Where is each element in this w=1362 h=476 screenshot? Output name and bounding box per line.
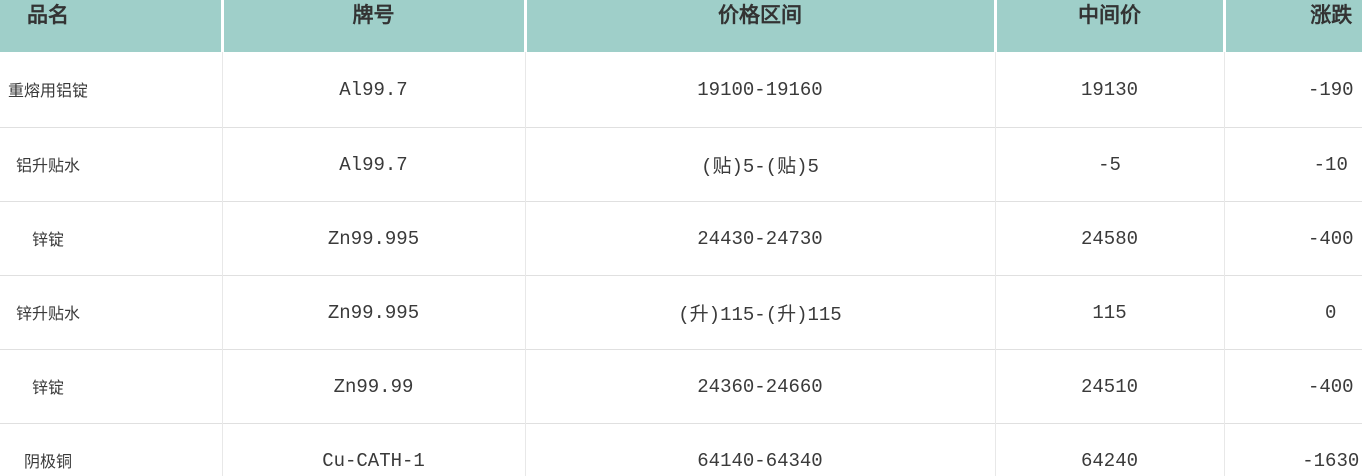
table-row: 锌锭 Zn99.995 24430-24730 24580 -400 bbox=[0, 201, 1362, 276]
header-product-name-label: 品名 bbox=[27, 6, 69, 29]
table-row: 铝升贴水 Al99.7 (贴)5-(贴)5 -5 -10 bbox=[0, 127, 1362, 202]
table-header-row: 品名 牌号 价格区间 中间价 涨跌 bbox=[0, 0, 1362, 52]
brand-cell: Zn99.99 bbox=[222, 349, 526, 424]
change-cell: -400 bbox=[1224, 349, 1362, 424]
change-cell: -10 bbox=[1224, 127, 1362, 202]
change-cell: -400 bbox=[1224, 201, 1362, 276]
product-name-cell: 铝升贴水 bbox=[0, 127, 223, 202]
mid-price-cell: 19130 bbox=[995, 52, 1225, 128]
table-row: 阴极铜 Cu-CATH-1 64140-64340 64240 -1630 bbox=[0, 423, 1362, 476]
mid-price-cell: -5 bbox=[995, 127, 1225, 202]
price-range-cell: (升)115-(升)115 bbox=[525, 275, 996, 350]
header-change: 涨跌 bbox=[1224, 0, 1362, 52]
product-name-cell: 锌锭 bbox=[0, 349, 223, 424]
mid-price-cell: 64240 bbox=[995, 423, 1225, 476]
table-row: 重熔用铝锭 Al99.7 19100-19160 19130 -190 bbox=[0, 52, 1362, 128]
brand-cell: Cu-CATH-1 bbox=[222, 423, 526, 476]
change-cell: 0 bbox=[1224, 275, 1362, 350]
mid-price-cell: 115 bbox=[995, 275, 1225, 350]
price-range-cell: 24360-24660 bbox=[525, 349, 996, 424]
product-name-cell: 阴极铜 bbox=[0, 423, 223, 476]
product-name-cell: 锌升贴水 bbox=[0, 275, 223, 350]
header-mid-price: 中间价 bbox=[995, 0, 1226, 52]
header-brand: 牌号 bbox=[222, 0, 527, 52]
product-name-cell: 重熔用铝锭 bbox=[0, 52, 223, 128]
brand-cell: Al99.7 bbox=[222, 127, 526, 202]
price-range-cell: 19100-19160 bbox=[525, 52, 996, 128]
brand-cell: Zn99.995 bbox=[222, 275, 526, 350]
price-range-cell: (贴)5-(贴)5 bbox=[525, 127, 996, 202]
price-range-cell: 64140-64340 bbox=[525, 423, 996, 476]
brand-cell: Al99.7 bbox=[222, 52, 526, 128]
brand-cell: Zn99.995 bbox=[222, 201, 526, 276]
product-name-cell: 锌锭 bbox=[0, 201, 223, 276]
mid-price-cell: 24510 bbox=[995, 349, 1225, 424]
mid-price-cell: 24580 bbox=[995, 201, 1225, 276]
table-row: 锌升贴水 Zn99.995 (升)115-(升)115 115 0 bbox=[0, 275, 1362, 350]
price-range-cell: 24430-24730 bbox=[525, 201, 996, 276]
header-product-name: 品名 bbox=[0, 0, 224, 52]
change-cell: -190 bbox=[1224, 52, 1362, 128]
table-row: 锌锭 Zn99.99 24360-24660 24510 -400 bbox=[0, 349, 1362, 424]
header-price-range: 价格区间 bbox=[525, 0, 997, 52]
change-cell: -1630 bbox=[1224, 423, 1362, 476]
